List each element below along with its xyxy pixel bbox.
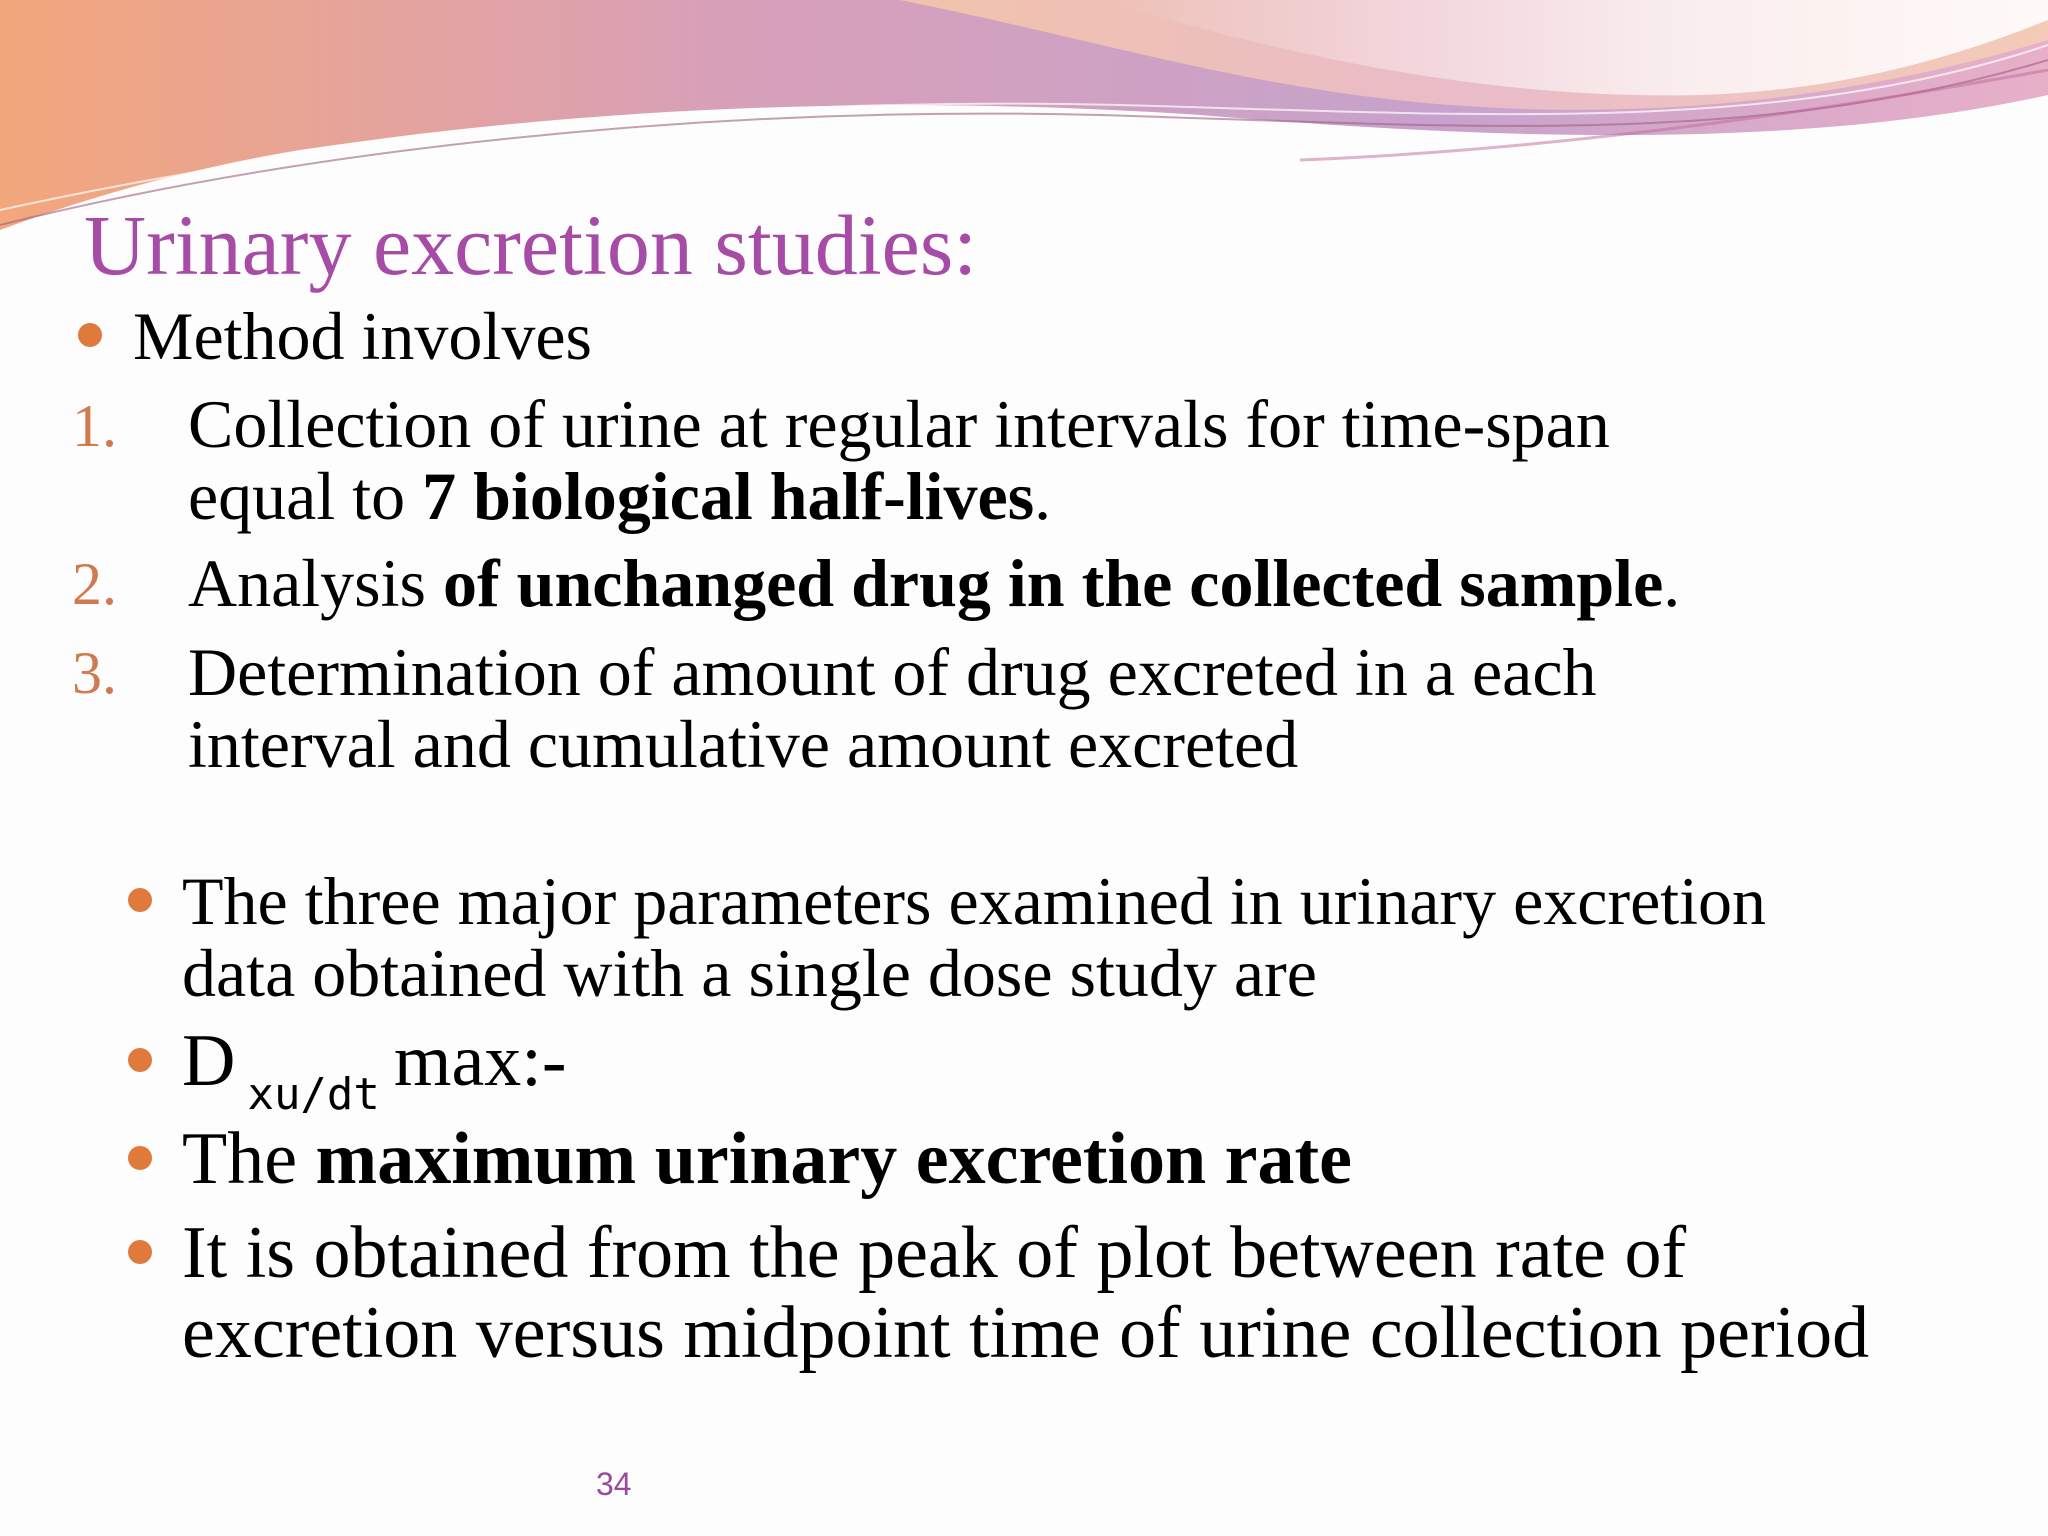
step-1-line-1: Collection of urine at regular intervals…: [188, 386, 1610, 462]
bullet-dot: [128, 1146, 152, 1170]
bullet-dot: [78, 323, 102, 347]
step-2-prefix: Analysis: [188, 545, 443, 621]
step-1-line-2-prefix: equal to: [188, 458, 423, 534]
step-2-emphasis: of unchanged drug in the collected sampl…: [443, 545, 1664, 621]
intro-bullet-text: Method involves: [133, 298, 592, 374]
step-number: 1.: [72, 393, 117, 459]
bullet-dot: [128, 1240, 152, 1264]
parameters-line-2: data obtained with a single dose study a…: [182, 935, 1317, 1011]
bullet-dot: [128, 888, 152, 912]
bullet-dot: [128, 1048, 152, 1072]
step-1-emphasis: 7 biological half-lives: [422, 458, 1035, 534]
step-number: 2.: [72, 551, 117, 617]
step-1-line-2-suffix: .: [1034, 458, 1052, 534]
step-2-suffix: .: [1663, 545, 1681, 621]
step-3-line-2: interval and cumulative amount excreted: [188, 706, 1299, 782]
step-3-line-1: Determination of amount of drug excreted…: [188, 634, 1597, 710]
step-number: 3.: [72, 640, 117, 706]
dxu-main: D: [182, 1020, 236, 1102]
page-number: 34: [596, 1466, 632, 1502]
dxu-suffix: max:-: [393, 1020, 567, 1102]
max-rate-text: The maximum urinary excretion rate: [182, 1120, 1352, 1198]
peak-line-1: It is obtained from the peak of plot bet…: [182, 1212, 1687, 1294]
max-rate-emphasis: maximum urinary excretion rate: [315, 1118, 1352, 1200]
step-1-line-2: equal to 7 biological half-lives.: [188, 460, 1051, 532]
step-2-text: Analysis of unchanged drug in the collec…: [188, 547, 1680, 619]
max-rate-prefix: The: [182, 1118, 316, 1200]
dxu-subscript: xu/dt: [247, 1069, 380, 1120]
header-wave-decoration: [0, 0, 2048, 230]
peak-line-2: excretion versus midpoint time of urine …: [182, 1292, 1870, 1374]
slide-title: Urinary excretion studies:: [84, 197, 978, 293]
parameters-line-1: The three major parameters examined in u…: [182, 863, 1767, 939]
